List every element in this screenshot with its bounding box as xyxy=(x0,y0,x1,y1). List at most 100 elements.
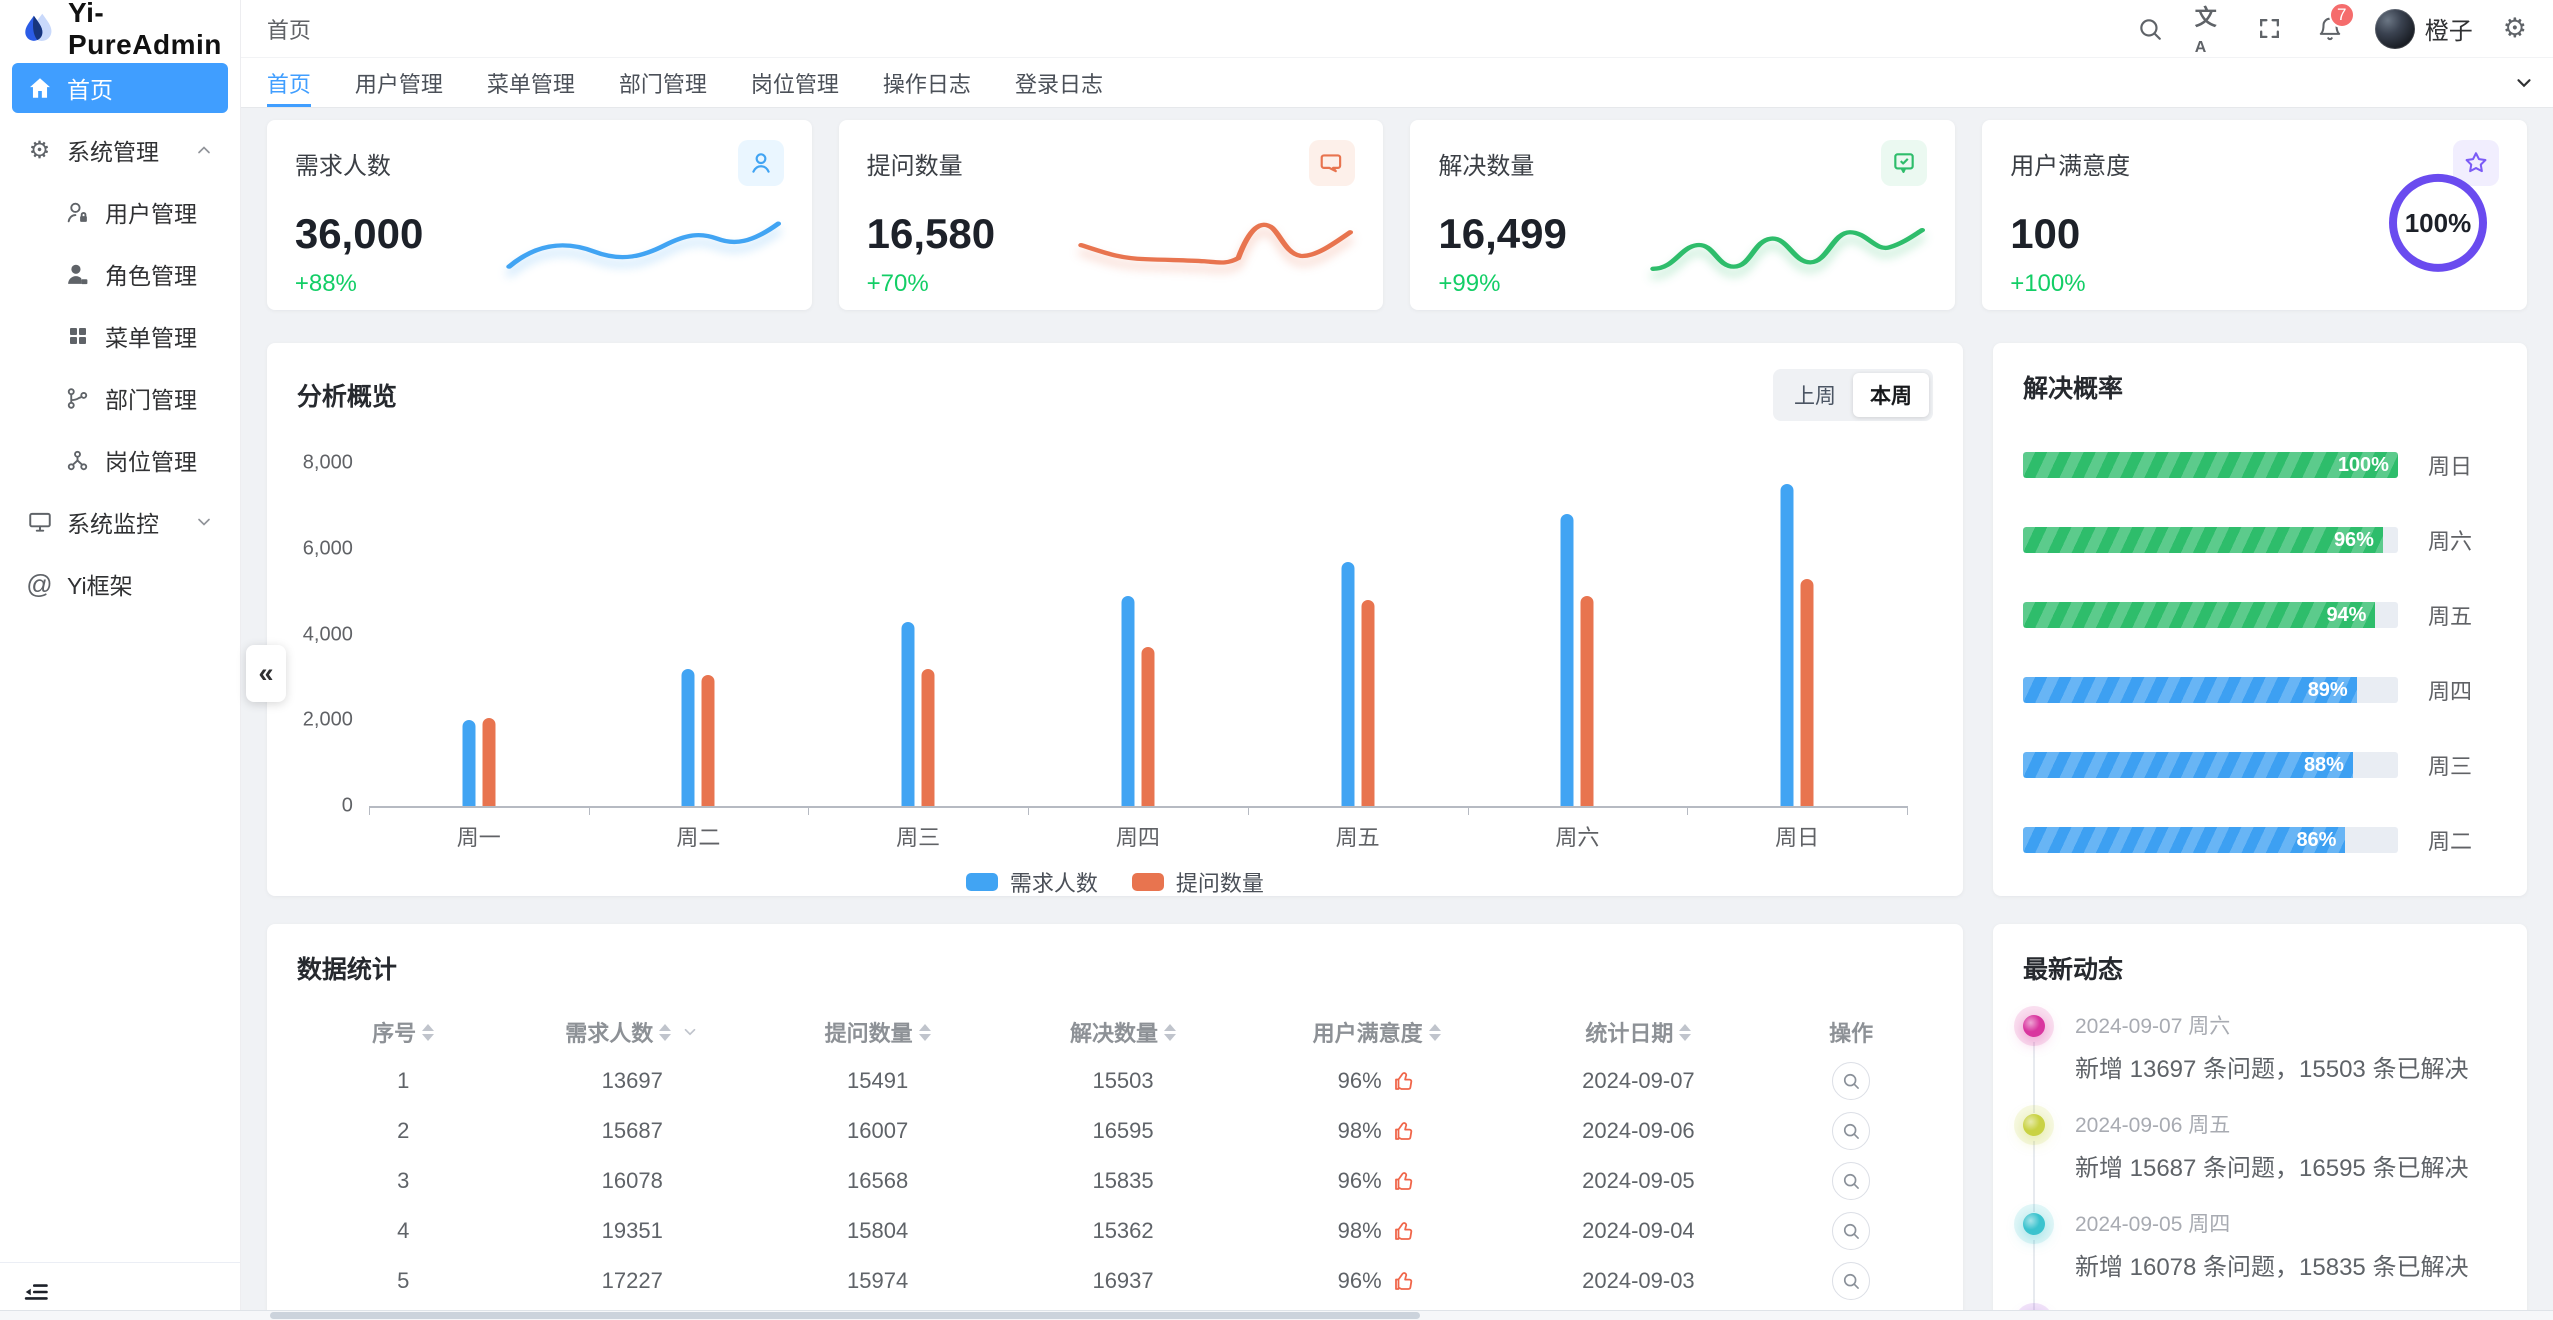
stat-value: 100 xyxy=(2010,210,2081,257)
bar-提问数量-周五 xyxy=(1361,600,1375,806)
progress-fill: 100% xyxy=(2022,452,2398,478)
sparkline-green xyxy=(1650,227,1925,271)
tab-用户管理[interactable]: 用户管理 xyxy=(354,71,443,97)
solve-rate-row-周日: 100% 周日 xyxy=(2022,449,2497,481)
overview-title: 分析概览 xyxy=(296,383,397,411)
solve-rate-row-周四: 89% 周四 xyxy=(2022,674,2497,706)
range-last-week-button[interactable]: 上周 xyxy=(1777,373,1853,417)
sort-caret-icon[interactable] xyxy=(918,1023,931,1041)
tab-首页[interactable]: 首页 xyxy=(266,58,311,107)
tab-菜单管理[interactable]: 菜单管理 xyxy=(486,71,575,97)
column-header-统计日期[interactable]: 统计日期 xyxy=(1508,1008,1770,1056)
sidebar-group-monitor[interactable]: 系统监控 xyxy=(12,497,228,547)
sidebar-item-menus[interactable]: 菜单管理 xyxy=(12,311,228,361)
stat-card-questions: 提问数量 16,580 +70% xyxy=(838,120,1384,310)
cell-demand: 15687 xyxy=(601,1118,663,1143)
collapse-menu-icon[interactable] xyxy=(22,1278,50,1306)
cell-action xyxy=(1769,1106,1933,1156)
cell-no: 1 xyxy=(397,1068,410,1093)
sort-caret-icon[interactable] xyxy=(659,1023,672,1041)
stat-value: 36,000 xyxy=(294,210,424,257)
sidebar-item-home[interactable]: 首页 xyxy=(12,63,228,113)
sidebar-group-system[interactable]: ⚙ 系统管理 xyxy=(12,125,228,175)
tab-操作日志[interactable]: 操作日志 xyxy=(882,71,971,97)
breadcrumb[interactable]: 首页 xyxy=(266,17,311,43)
sort-caret-icon[interactable] xyxy=(422,1023,435,1041)
sparkline-orange xyxy=(1078,222,1354,265)
sidebar-item-departments[interactable]: 部门管理 xyxy=(12,373,228,423)
satisfaction-value: 96% xyxy=(1338,1068,1416,1094)
column-header-inner: 需求人数 xyxy=(565,1016,699,1048)
gear-icon: ⚙ xyxy=(28,136,51,164)
cell-solved: 16595 xyxy=(1092,1118,1154,1143)
satisfaction-gauge: 100% xyxy=(2388,173,2487,272)
sidebar-item-posts[interactable]: 岗位管理 xyxy=(12,435,228,485)
scrollbar-thumb[interactable] xyxy=(270,1312,1420,1319)
thumb-up-icon xyxy=(1392,1069,1416,1093)
logo[interactable]: Yi-PureAdmin xyxy=(0,0,240,60)
bar-group-周一 xyxy=(462,463,496,806)
table-row: 2 15687 16007 16595 98% 2024-09-06 xyxy=(297,1106,1933,1156)
avatar xyxy=(2374,8,2415,49)
user-menu[interactable]: 橙子 xyxy=(2374,8,2473,49)
column-header-用户满意度[interactable]: 用户满意度 xyxy=(1246,1008,1508,1056)
stat-title: 提问数量 xyxy=(866,153,963,180)
sidebar-item-label: 用户管理 xyxy=(105,201,197,227)
stat-value: 16,580 xyxy=(866,210,996,257)
translate-icon[interactable]: 文A xyxy=(2194,4,2217,56)
cell-questions: 15804 xyxy=(847,1218,909,1243)
view-detail-button[interactable] xyxy=(1832,1162,1871,1200)
tab-overflow-chevron-icon[interactable] xyxy=(2513,58,2535,107)
cell-satisfaction: 96% xyxy=(1246,1156,1508,1206)
view-detail-button[interactable] xyxy=(1832,1112,1871,1150)
sidebar-group-label: 系统管理 xyxy=(67,139,159,165)
bar-group-周二 xyxy=(681,463,715,806)
horizontal-scrollbar[interactable] xyxy=(0,1310,2553,1320)
sidebar-collapse-handle[interactable]: « xyxy=(246,645,286,702)
tab-登录日志[interactable]: 登录日志 xyxy=(1014,71,1103,97)
search-icon[interactable] xyxy=(2135,14,2165,44)
sort-caret-icon[interactable] xyxy=(1164,1023,1177,1041)
view-detail-button[interactable] xyxy=(1832,1062,1871,1100)
bell-icon[interactable]: 7 xyxy=(2315,1,2355,44)
view-detail-button[interactable] xyxy=(1832,1262,1871,1300)
cell-date: 2024-09-03 xyxy=(1582,1268,1695,1293)
tab-部门管理[interactable]: 部门管理 xyxy=(618,71,707,97)
timeline-date: 2024-09-07 周六 xyxy=(2074,1015,2231,1038)
column-header-提问数量[interactable]: 提问数量 xyxy=(755,1008,1000,1056)
column-header-inner: 解决数量 xyxy=(1070,1016,1177,1048)
filter-chevron-icon[interactable] xyxy=(681,1023,699,1041)
legend-item-需求人数[interactable]: 需求人数 xyxy=(965,866,1098,896)
legend-item-提问数量[interactable]: 提问数量 xyxy=(1131,866,1264,896)
solve-rate-card: 解决概率 100%周日96%周六94%周五89%周四88%周三86%周二85%周… xyxy=(1992,343,2527,896)
sidebar-item-framework[interactable]: @ Yi框架 xyxy=(12,559,228,609)
sparkline-blue xyxy=(506,221,782,269)
y-axis-label: 4,000 xyxy=(302,623,353,645)
progress-fill: 86% xyxy=(2022,827,2346,853)
column-header-需求人数[interactable]: 需求人数 xyxy=(510,1008,755,1056)
timeline-dot xyxy=(2022,1015,2045,1037)
column-header-操作: 操作 xyxy=(1769,1008,1933,1056)
stat-delta: +88% xyxy=(294,270,357,297)
progress-value: 89% xyxy=(2307,678,2348,701)
view-detail-button[interactable] xyxy=(1832,1212,1871,1250)
column-header-解决数量[interactable]: 解决数量 xyxy=(1000,1008,1245,1056)
table-row: 4 19351 15804 15362 98% 2024-09-04 xyxy=(297,1206,1933,1256)
sort-caret-icon[interactable] xyxy=(1679,1023,1692,1041)
timeline-item: 2024-09-06 周五 新增 15687 条问题，16595 条已解决 xyxy=(2022,1109,2497,1212)
at-icon: @ xyxy=(26,569,53,599)
settings-gear-icon[interactable]: ⚙ xyxy=(2502,13,2527,43)
cell-date: 2024-09-06 xyxy=(1582,1118,1695,1143)
tab-岗位管理[interactable]: 岗位管理 xyxy=(750,71,839,97)
range-this-week-button[interactable]: 本周 xyxy=(1852,373,1929,417)
sort-caret-icon[interactable] xyxy=(1428,1023,1441,1041)
column-header-序号[interactable]: 序号 xyxy=(297,1008,510,1056)
legend-label: 需求人数 xyxy=(1009,871,1098,896)
sidebar-item-users[interactable]: 用户管理 xyxy=(12,187,228,237)
sidebar-item-roles[interactable]: 角色管理 xyxy=(12,249,228,299)
progress-fill: 96% xyxy=(2022,527,2383,553)
fullscreen-icon[interactable] xyxy=(2255,14,2285,44)
x-axis-tick xyxy=(1247,806,1249,815)
progress-day-label: 周三 xyxy=(2427,754,2472,779)
solve-rate-title: 解决概率 xyxy=(2022,375,2123,403)
